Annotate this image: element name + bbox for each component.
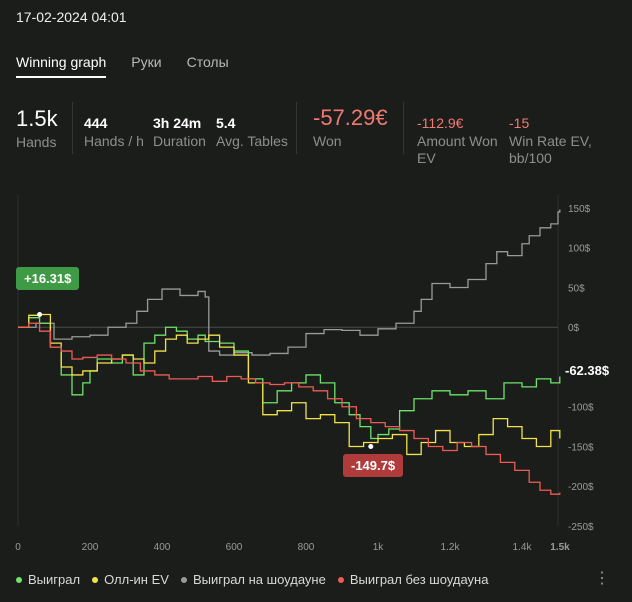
- stat-win-rate-ev: -15 Win Rate EV, bb/100: [509, 115, 592, 167]
- legend-dot-icon: [16, 576, 22, 583]
- x-tick-label: 800: [298, 542, 315, 553]
- y-tick-label: 0$: [568, 323, 580, 334]
- stat-avg-tables-label: Avg. Tables: [216, 133, 288, 149]
- divider: [72, 102, 73, 154]
- stat-hands: 1.5k Hands: [16, 106, 58, 151]
- y-tick-label: -150$: [568, 442, 594, 453]
- legend-label: Выиграл без шоудауна: [349, 572, 489, 587]
- stat-win-rate-ev-label-1: Win Rate EV,: [509, 133, 592, 149]
- divider: [296, 102, 297, 154]
- session-datetime: 17-02-2024 04:01: [16, 9, 127, 25]
- max-point-marker: [37, 311, 43, 317]
- tab-hands[interactable]: Руки: [131, 54, 162, 70]
- stat-amount-won-ev-value: -112.9€: [417, 115, 464, 131]
- stat-avg-tables-value: 5.4: [216, 115, 236, 131]
- series-line-3: [18, 322, 561, 495]
- legend-dot-icon: [180, 576, 187, 583]
- current-value-label: -62.38$: [561, 361, 614, 380]
- stat-won: -57.29€ Won: [313, 105, 388, 150]
- y-tick-label: -200$: [568, 482, 594, 493]
- x-tick-label: 0: [15, 542, 21, 553]
- stat-avg-tables: 5.4 Avg. Tables: [216, 115, 288, 150]
- x-tick-label: 600: [226, 542, 243, 553]
- stat-win-rate-ev-value: -15: [509, 115, 530, 131]
- x-tick-label: 1k: [373, 542, 385, 553]
- stat-won-value: -57.29€: [313, 105, 388, 130]
- stat-hands-label: Hands: [16, 134, 57, 150]
- stat-amount-won-ev: -112.9€ Amount Won EV: [417, 115, 498, 167]
- divider: [403, 102, 404, 154]
- x-tick-label: 400: [154, 542, 171, 553]
- legend-item-allin-ev[interactable]: Олл-ин EV: [92, 572, 169, 587]
- more-options-icon[interactable]: ⋮: [594, 570, 610, 587]
- stat-duration-value: 3h 24m: [153, 115, 202, 131]
- y-tick-label: 50$: [568, 283, 585, 294]
- tab-winning-graph[interactable]: Winning graph: [16, 54, 107, 78]
- min-value-bubble: -149.7$: [343, 454, 404, 477]
- stat-hands-value: 1.5k: [16, 106, 58, 131]
- legend-dot-icon: [92, 576, 99, 583]
- y-tick-label: 150$: [568, 204, 591, 215]
- tab-tables[interactable]: Столы: [186, 54, 229, 70]
- stat-amount-won-ev-label-2: EV: [417, 150, 436, 166]
- stat-won-label: Won: [313, 133, 342, 149]
- legend-item-non-showdown[interactable]: Выиграл без шоудауна: [337, 572, 489, 587]
- legend-label: Выиграл: [28, 572, 81, 587]
- y-tick-label: -100$: [568, 403, 594, 414]
- chart-legend: Выиграл Олл-ин EV Выиграл на шоудауне Вы…: [16, 572, 488, 587]
- series-line-2: [18, 313, 561, 456]
- max-value-bubble: +16.31$: [16, 267, 80, 290]
- stat-duration: 3h 24m Duration: [153, 115, 206, 150]
- legend-item-showdown[interactable]: Выиграл на шоудауне: [180, 572, 326, 587]
- legend-item-won[interactable]: Выиграл: [16, 572, 80, 587]
- legend-dot-icon: [337, 576, 344, 583]
- stat-hands-per-hour-value: 444: [84, 115, 108, 131]
- y-tick-label: -250$: [568, 522, 594, 533]
- legend-label: Выиграл на шоудауне: [192, 572, 326, 587]
- stat-amount-won-ev-label-1: Amount Won: [417, 133, 498, 149]
- min-point-marker: [368, 443, 374, 449]
- stat-hands-per-hour: 444 Hands / h: [84, 115, 144, 150]
- x-tick-label: 200: [82, 542, 99, 553]
- stat-hands-per-hour-label: Hands / h: [84, 133, 144, 149]
- x-tick-label: 1.4k: [513, 542, 533, 553]
- legend-label: Олл-ин EV: [104, 572, 169, 587]
- stat-win-rate-ev-label-2: bb/100: [509, 150, 552, 166]
- x-tick-label: 1.2k: [441, 542, 461, 553]
- x-tick-label: 1.5k: [550, 542, 570, 553]
- y-tick-label: 100$: [568, 244, 591, 255]
- stat-duration-label: Duration: [153, 133, 206, 149]
- series-line-0: [18, 209, 561, 356]
- tab-bar: Winning graph Руки Столы: [16, 54, 229, 78]
